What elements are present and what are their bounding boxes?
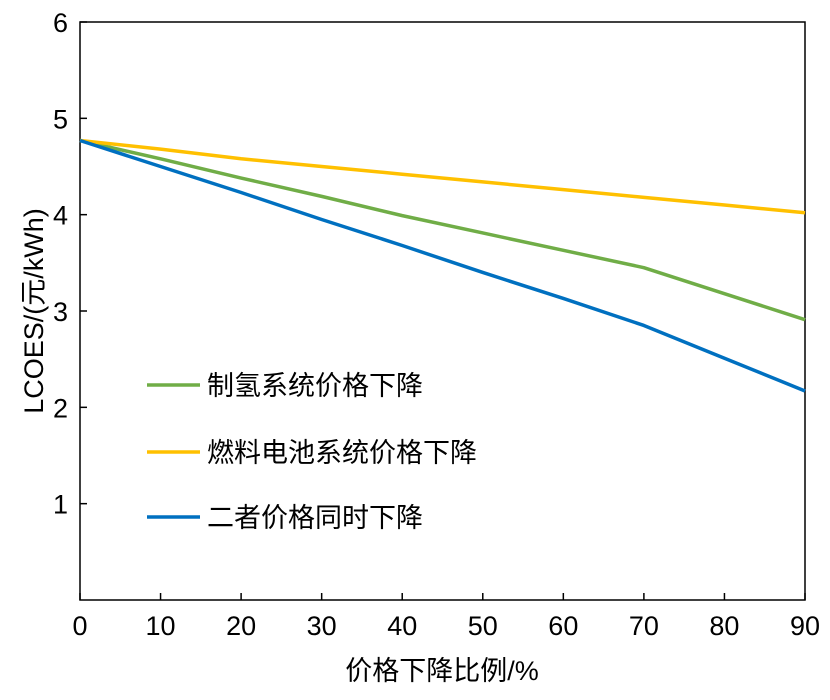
y-tick-label: 2 bbox=[53, 393, 68, 423]
legend-label-0: 制氢系统价格下降 bbox=[207, 371, 423, 401]
x-tick-label: 40 bbox=[387, 611, 417, 641]
x-tick-label: 80 bbox=[709, 611, 739, 641]
legend-label-2: 二者价格同时下降 bbox=[207, 503, 423, 533]
x-tick-label: 20 bbox=[226, 611, 256, 641]
series-line-2 bbox=[79, 138, 806, 393]
y-tick-label: 3 bbox=[53, 297, 68, 327]
series-line-0 bbox=[79, 138, 806, 322]
plot-frame bbox=[79, 21, 806, 601]
x-axis-label: 价格下降比例/% bbox=[345, 656, 539, 686]
y-tick-label: 5 bbox=[53, 104, 68, 134]
legend-label-1: 燃料电池系统价格下降 bbox=[207, 438, 477, 468]
y-tick-label: 6 bbox=[53, 8, 68, 38]
y-axis-label: LCOES/(元/kWh) bbox=[19, 208, 49, 414]
x-tick-label: 50 bbox=[468, 611, 498, 641]
x-tick-label: 60 bbox=[548, 611, 578, 641]
x-tick-label: 70 bbox=[629, 611, 659, 641]
x-tick-label: 90 bbox=[790, 611, 820, 641]
x-tick-label: 30 bbox=[307, 611, 337, 641]
series-line-1 bbox=[79, 138, 806, 215]
y-tick-label: 1 bbox=[53, 490, 68, 520]
x-tick-label: 0 bbox=[72, 611, 87, 641]
x-tick-label: 10 bbox=[146, 611, 176, 641]
y-tick-label: 4 bbox=[53, 201, 68, 231]
